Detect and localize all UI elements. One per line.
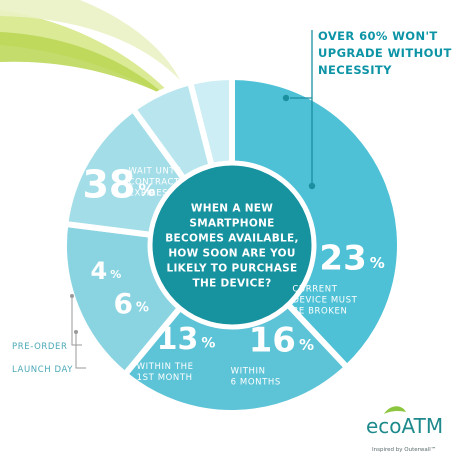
preorder-label: PRE-ORDER [12,342,68,352]
center-question: WHEN A NEW SMARTPHONE BECOMES AVAILABLE, HO… [165,203,299,290]
logo-wordmark: ecoATM [366,414,443,438]
launch-day-label: LAUNCH DAY [12,365,73,375]
logo-tagline: Inspired by Outerwall™ [372,446,436,453]
logo-leaf-icon [384,406,406,414]
segment-label-within-6-months: WITHIN 6 MONTHS [231,367,281,388]
side-label-connector [70,294,86,369]
segment-label-wait-until-contract: WAIT UNTIL CONTRACT EXPIRES [128,167,183,199]
segment-label-current-device-broken: CURRENT DEVICE MUST BE BROKEN [292,285,357,317]
callout-text: OVER 60% WON'T UPGRADE WITHOUT NECESSITY [318,29,456,77]
center-question-line: WHEN A NEW [191,203,273,215]
callout-connector [282,30,316,190]
ecoatm-logo: ecoATM Inspired by Outerwall™ [366,406,443,453]
center-question-line: BECOMES AVAILABLE, [165,233,299,245]
callout-line-1: OVER 60% WON'T [318,29,438,43]
center-question-line: SMARTPHONE [189,218,274,230]
callout-dot-38 [282,94,290,102]
center-question-line: LIKELY TO PURCHASE [166,263,297,275]
callout-dot-23 [308,182,316,190]
callout-line-2: UPGRADE WITHOUT [318,46,452,60]
center-question-line: THE DEVICE? [193,278,272,290]
segment-label-within-1st-month: WITHIN THE 1ST MONTH [137,362,194,383]
center-circle [147,160,317,330]
pie-chart: WHEN A NEW SMARTPHONE BECOMES AVAILABLE, HO… [61,74,403,416]
center-question-line: HOW SOON ARE YOU [168,248,295,260]
swoosh-decoration [0,0,185,110]
callout-line-3: NECESSITY [318,63,392,77]
pie-slice-wait-until-contract [229,74,403,371]
